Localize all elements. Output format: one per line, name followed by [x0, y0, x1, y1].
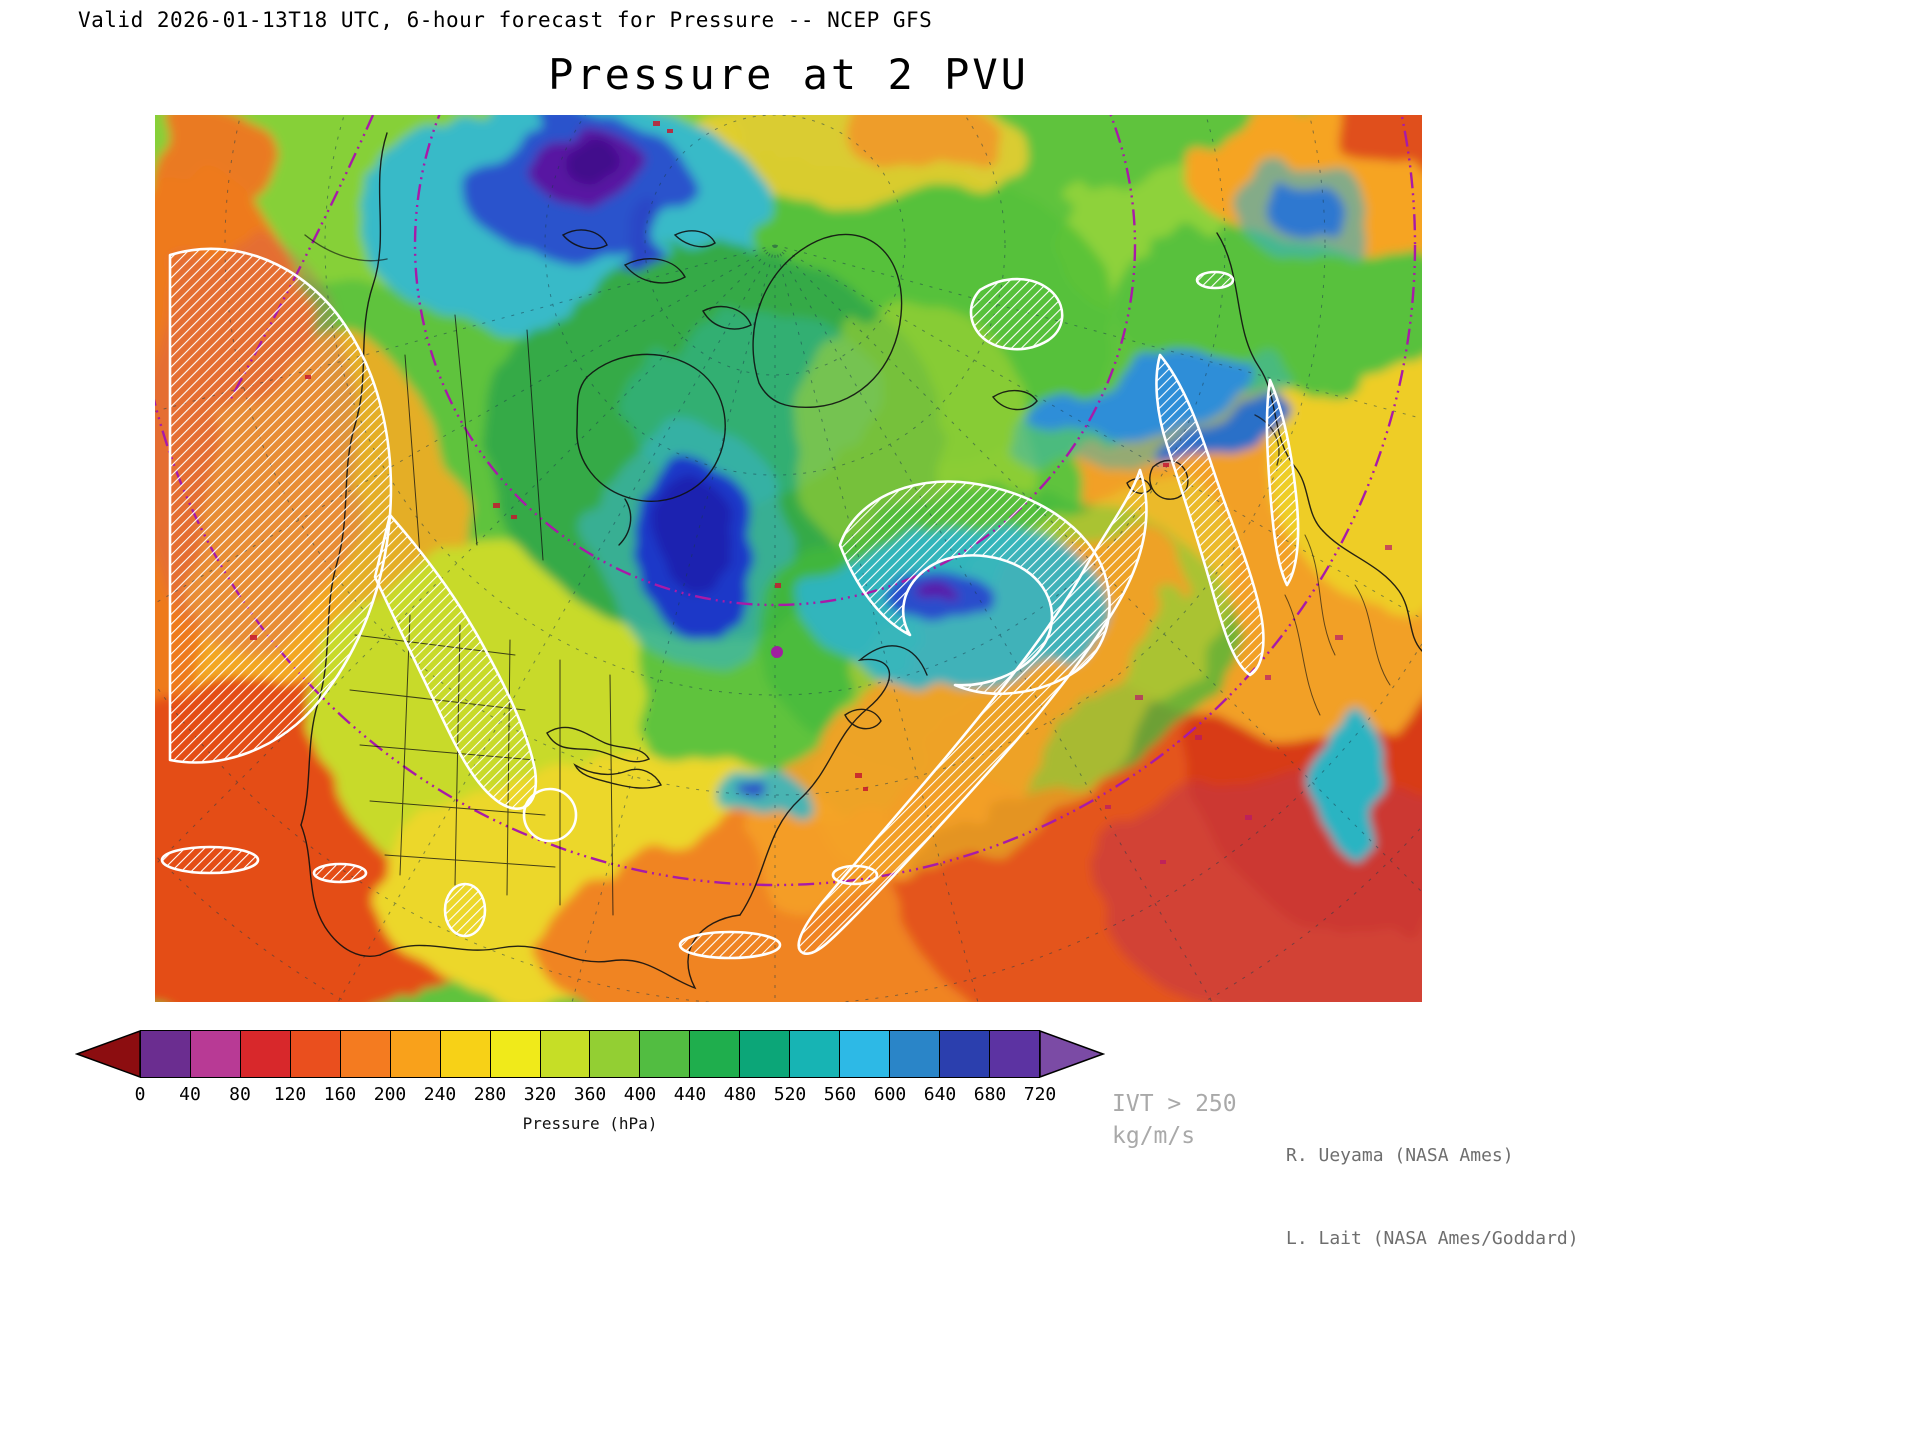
colorbar-segment [141, 1031, 191, 1077]
colorbar-right-arrow [1039, 1030, 1105, 1078]
colorbar-tick-label: 80 [229, 1084, 251, 1105]
colorbar-segment [790, 1031, 841, 1077]
plot-title: Pressure at 2 PVU [548, 50, 1029, 99]
ivt-hatch-regions [160, 247, 1300, 960]
colorbar-segment [890, 1031, 940, 1077]
colorbar-tick-label: 160 [323, 1084, 357, 1105]
colorbar-segment [340, 1031, 391, 1077]
colorbar-tick-label: 520 [773, 1084, 807, 1105]
colorbar-tick-label: 720 [1023, 1084, 1057, 1105]
colorbar-segment [390, 1031, 441, 1077]
colorbar-segment [240, 1031, 291, 1077]
pressure-map-canvas [155, 115, 1422, 1002]
colorbar-left-arrow [75, 1030, 141, 1078]
colorbar-tick-label: 280 [473, 1084, 507, 1105]
colorbar-tick-label: 680 [973, 1084, 1007, 1105]
colorbar-tick-label: 240 [423, 1084, 457, 1105]
ivt-legend-line2: kg/m/s [1112, 1123, 1196, 1150]
colorbar-tick-label: 360 [573, 1084, 607, 1105]
ivt-legend: IVT > 250 kg/m/s [1112, 1088, 1237, 1152]
colorbar-segment [940, 1031, 990, 1077]
credits: R. Ueyama (NASA Ames) L. Lait (NASA Ames… [1286, 1086, 1579, 1281]
colorbar-tick-label: 400 [623, 1084, 657, 1105]
colorbar-tick-label: 640 [923, 1084, 957, 1105]
colorbar-tick-label: 40 [179, 1084, 201, 1105]
graticule [155, 115, 1422, 1002]
pressure-map [155, 115, 1422, 1002]
colorbar-tick-label: 440 [673, 1084, 707, 1105]
colorbar-tick-label: 560 [823, 1084, 857, 1105]
colorbar: 0 40 80 120 160 200 240 280 320 360 400 440 480 520 56… [75, 1030, 1105, 1160]
station-marker-dot [771, 646, 783, 658]
colorbar-tick-label: 320 [523, 1084, 557, 1105]
colorbar-unit-label: Pressure (hPa) [522, 1114, 658, 1133]
colorbar-tick-label: 480 [723, 1084, 757, 1105]
colorbar-segment [690, 1031, 741, 1077]
colorbar-segment [290, 1031, 341, 1077]
colorbar-tick-label: 120 [273, 1084, 307, 1105]
forecast-valid-header: Valid 2026-01-13T18 UTC, 6-hour forecast… [78, 8, 933, 32]
colorbar-ticks: 0 40 80 120 160 200 240 280 320 360 400 440 480 520 56… [135, 1084, 1057, 1108]
colorbar-segment [540, 1031, 591, 1077]
colorbar-tick-label: 600 [873, 1084, 907, 1105]
colorbar-segments [140, 1030, 1040, 1078]
colorbar-segment [590, 1031, 641, 1077]
field-speckles-magenta [1105, 545, 1392, 864]
credit-line-2: L. Lait (NASA Ames/Goddard) [1286, 1228, 1579, 1250]
colorbar-segment [190, 1031, 241, 1077]
colorbar-segment [840, 1031, 891, 1077]
colorbar-segment [989, 1031, 1039, 1077]
credit-line-1: R. Ueyama (NASA Ames) [1286, 1144, 1514, 1166]
colorbar-segment [640, 1031, 691, 1077]
ivt-legend-line1: IVT > 250 [1112, 1091, 1237, 1117]
latitude-circle-magenta [155, 115, 1417, 887]
colorbar-segment [740, 1031, 791, 1077]
colorbar-tick-label: 0 [134, 1084, 146, 1105]
colorbar-tick-label: 200 [373, 1084, 407, 1105]
colorbar-segment [490, 1031, 541, 1077]
colorbar-segment [440, 1031, 491, 1077]
field-speckles [250, 121, 1169, 791]
